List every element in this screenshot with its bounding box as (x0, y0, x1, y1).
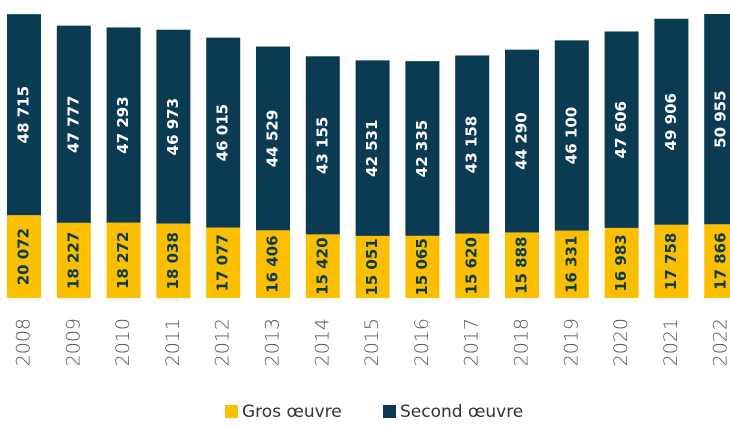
bar-segment (405, 235, 440, 298)
bar-segment (704, 14, 730, 225)
x-tick-label: 2014 (311, 318, 333, 366)
bar-segment (704, 224, 730, 298)
value-label: 15 065 (413, 238, 431, 295)
bar-segment (604, 227, 639, 298)
legend-label: Second œuvre (400, 402, 523, 422)
value-label: 46 015 (214, 104, 232, 161)
bar-segment (256, 230, 290, 298)
value-label: 15 051 (363, 238, 381, 295)
bar-segment (305, 234, 340, 298)
legend-swatch (383, 405, 396, 418)
value-label: 42 335 (413, 120, 431, 177)
x-tick-label: 2020 (610, 318, 632, 366)
value-label: 47 606 (612, 101, 630, 158)
bar-segment (156, 223, 191, 298)
x-tick-label: 2016 (411, 318, 433, 366)
x-tick-label: 2012 (212, 318, 234, 366)
value-label: 16 983 (612, 234, 630, 291)
value-label: 46 100 (562, 107, 580, 164)
x-tick-label: 2017 (461, 318, 483, 366)
x-tick-label: 2009 (62, 318, 84, 366)
bar-segment (206, 37, 241, 228)
bar-segment (56, 25, 91, 223)
bar-segment (554, 230, 589, 298)
x-tick-label: 2011 (162, 318, 184, 366)
bar-segment (604, 31, 639, 228)
bar-segment (106, 222, 141, 298)
bar-segment (355, 60, 390, 236)
x-tick-label: 2015 (361, 318, 383, 366)
value-label: 47 293 (114, 96, 132, 153)
value-label: 18 272 (114, 232, 132, 289)
legend-swatch (225, 405, 238, 418)
bar-segment (505, 232, 539, 298)
value-label: 48 715 (15, 86, 33, 143)
bar-segment (654, 18, 689, 225)
value-label: 46 973 (164, 98, 182, 155)
value-label: 16 406 (264, 235, 282, 292)
x-tick-label: 2019 (560, 318, 582, 366)
bar-segment (256, 46, 290, 231)
bar-segment (7, 215, 41, 298)
x-tick-label: 2021 (660, 318, 682, 366)
value-label: 42 531 (363, 119, 381, 176)
bar-segment (206, 227, 241, 298)
bar-segment (654, 224, 689, 298)
value-label: 18 227 (64, 232, 82, 289)
value-label: 47 777 (64, 95, 82, 152)
x-tick-label: 2008 (13, 318, 35, 366)
value-label: 20 072 (15, 228, 33, 285)
bar-segment (505, 49, 539, 233)
value-label: 44 529 (264, 110, 282, 167)
value-label: 15 888 (513, 237, 531, 294)
bar-segment (56, 222, 91, 298)
value-label: 18 038 (164, 232, 182, 289)
value-label: 43 158 (463, 116, 481, 173)
value-label: 16 331 (562, 236, 580, 293)
x-tick-label: 2010 (112, 318, 134, 366)
value-label: 49 906 (662, 93, 680, 150)
x-tick-label: 2018 (511, 318, 533, 366)
legend-label: Gros œuvre (242, 402, 342, 422)
bar-segment (405, 61, 440, 236)
value-label: 17 077 (214, 234, 232, 291)
value-label: 44 290 (513, 112, 531, 169)
bar-segment (156, 29, 191, 224)
value-label: 15 420 (313, 237, 331, 294)
x-tick-label: 2013 (262, 318, 284, 366)
x-tick-label: 2022 (710, 318, 730, 366)
value-label: 43 155 (313, 117, 331, 174)
value-label: 17 866 (712, 232, 730, 289)
bar-segment (554, 40, 589, 231)
bar-segment (106, 27, 141, 223)
bar-segment (355, 235, 390, 298)
value-label: 15 620 (463, 237, 481, 294)
bar-segment (7, 14, 41, 216)
bar-segment (455, 233, 490, 298)
value-label: 50 955 (712, 90, 730, 147)
bar-segment (455, 55, 490, 234)
value-label: 17 758 (662, 233, 680, 290)
bar-segment (305, 56, 340, 235)
